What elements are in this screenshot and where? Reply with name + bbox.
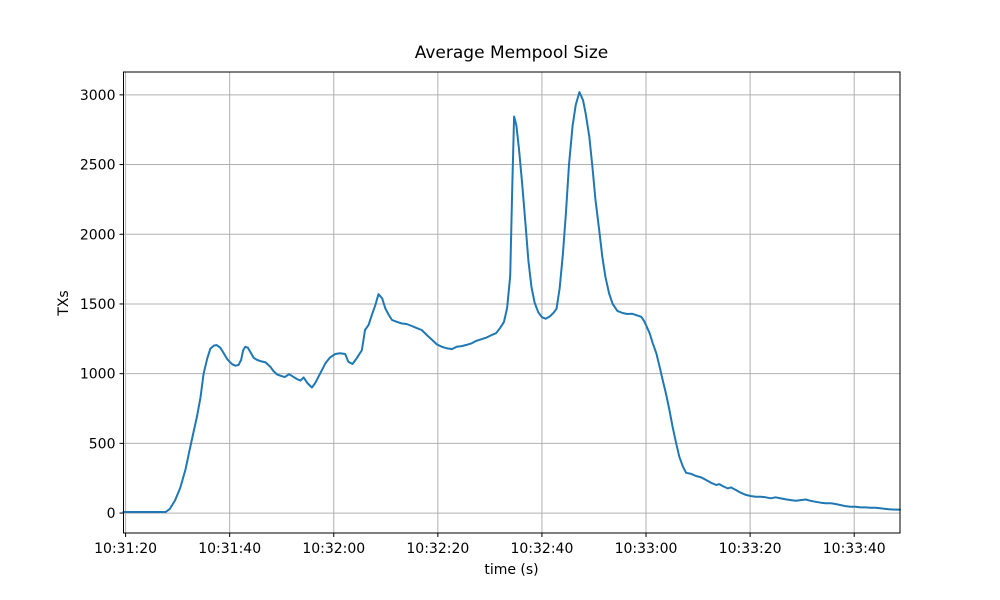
y-tick-label: 0 [107, 506, 116, 522]
x-tick-label: 10:32:20 [406, 541, 469, 557]
chart-title: Average Mempool Size [414, 43, 609, 63]
mempool-size-line [122, 91, 901, 513]
x-tick-label: 10:33:20 [719, 541, 782, 557]
y-axis-label: TXs [56, 290, 72, 316]
y-tick-label: 3000 [80, 88, 116, 104]
x-tick-label: 10:33:00 [615, 541, 678, 557]
x-tick-label: 10:31:40 [198, 541, 261, 557]
x-tick-label: 10:31:20 [94, 541, 157, 557]
y-tick-label: 1500 [80, 297, 116, 313]
y-tick-label: 500 [89, 436, 116, 452]
x-tick-label: 10:33:40 [823, 541, 886, 557]
y-tick-label: 2000 [80, 227, 116, 243]
x-tick-label: 10:32:40 [510, 541, 573, 557]
axes-frame [123, 71, 901, 534]
y-tick-label: 1000 [80, 367, 116, 383]
x-tick-label: 10:32:00 [302, 541, 365, 557]
y-tick-label: 2500 [80, 158, 116, 174]
x-axis-label: time (s) [484, 562, 539, 578]
